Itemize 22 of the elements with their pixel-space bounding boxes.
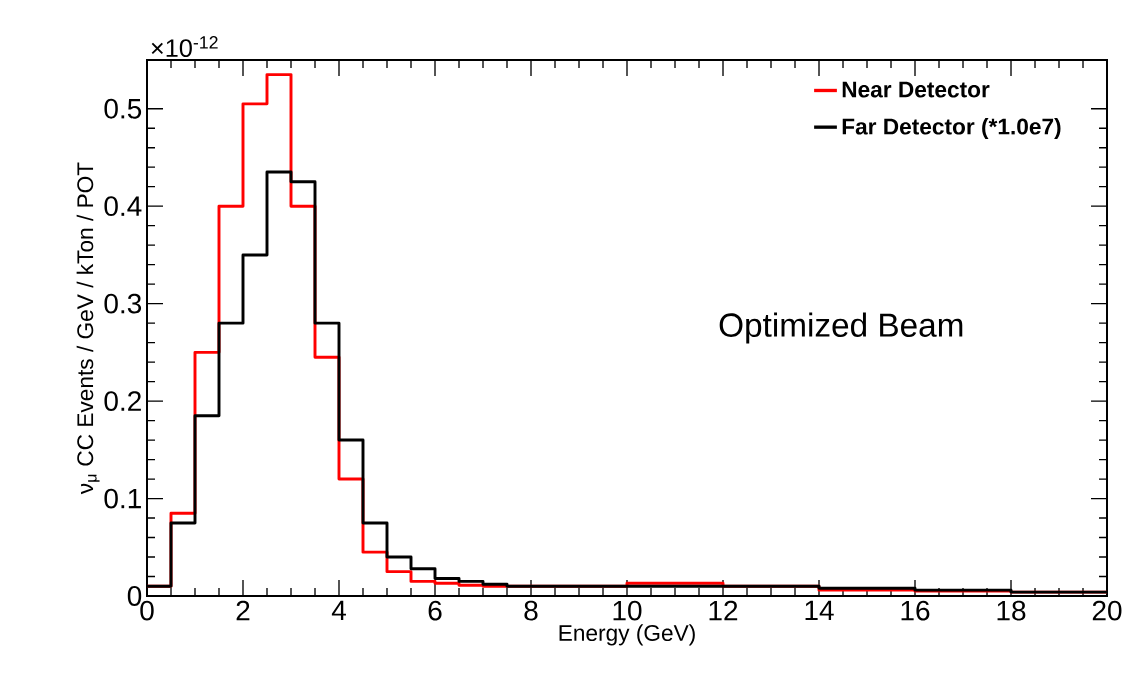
legend-label: Near Detector <box>842 81 990 98</box>
y-tick-label: 0.5 <box>104 98 142 119</box>
x-tick-label: 20 <box>1092 600 1122 621</box>
y-tick-label: 0.1 <box>104 488 141 509</box>
y-tick-label: 0.4 <box>104 196 142 217</box>
x-tick-label: 18 <box>997 600 1026 621</box>
x-tick-label: 16 <box>901 600 930 621</box>
annotation: Optimized Beam <box>719 312 963 344</box>
y-tick-label: 0.3 <box>104 293 142 314</box>
x-tick-label: 12 <box>709 600 738 621</box>
x-tick-label: 10 <box>613 600 642 621</box>
x-tick-label: 14 <box>805 600 834 620</box>
y-axis-title: ν$_{μ}$ CC Events / GeV / kTon / POT <box>76 162 100 495</box>
legend-label: Far Detector (*1.0e7) <box>842 117 1061 140</box>
x-tick-label: 2 <box>236 600 250 621</box>
x-tick-label: 6 <box>428 600 442 621</box>
x-axis-title: Energy (GeV) <box>559 624 695 646</box>
x-tick-label: 8 <box>524 600 538 621</box>
y-tick-label: 0.2 <box>104 391 141 411</box>
y-tick-label: 0 <box>127 586 142 606</box>
text: ×10$^{-12}$ <box>151 36 218 58</box>
x-tick-label: 4 <box>331 600 346 620</box>
